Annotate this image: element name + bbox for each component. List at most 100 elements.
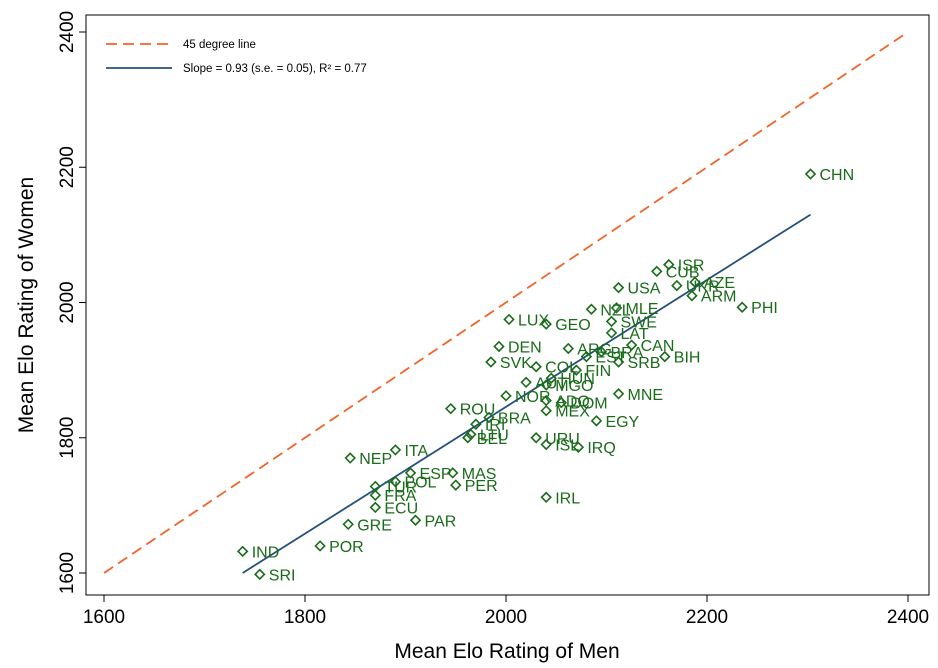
- data-point-label: ROU: [460, 402, 496, 419]
- data-point-label: DEN: [508, 339, 542, 356]
- data-point-lat: [605, 327, 618, 339]
- data-point-label: ISR: [678, 258, 705, 275]
- data-point-label: HUN: [560, 371, 595, 388]
- data-point-label: BRA: [610, 345, 643, 362]
- data-point-label: SWE: [621, 314, 657, 331]
- x-axis-ticks: 1600 1800 2000 2200 2400: [83, 595, 929, 628]
- data-point-label: TUR: [384, 479, 417, 496]
- data-point-rou: [444, 402, 457, 415]
- data-point-label: USA: [628, 281, 661, 298]
- data-point-ukr: [671, 279, 683, 292]
- data-point-chn: [804, 168, 817, 180]
- data-point-hun: [545, 372, 557, 384]
- data-point-label: ARM: [701, 289, 737, 306]
- data-point-usa: [612, 281, 625, 294]
- regression-fit-line: [242, 213, 811, 574]
- data-point-por: [314, 540, 326, 552]
- data-point-isr: [663, 258, 675, 271]
- data-point-label: FRA: [384, 488, 416, 505]
- data-point-est: [580, 350, 593, 363]
- data-point-label: BRA: [498, 410, 531, 427]
- data-point-label: POR: [329, 539, 364, 556]
- x-tick-label: 1800: [284, 607, 326, 628]
- data-point-isl: [540, 438, 552, 451]
- legend: 45 degree line Slope = 0.93 (s.e. = 0.05…: [106, 39, 367, 75]
- x-tick-label: 2200: [686, 607, 728, 628]
- data-point-label: ITA: [404, 443, 428, 460]
- data-point-label: ISL: [555, 438, 579, 455]
- data-point-label: MLE: [626, 301, 659, 318]
- data-point-label: GEO: [555, 317, 591, 334]
- data-point-label: PAR: [425, 513, 457, 530]
- data-point-label: AZE: [704, 275, 735, 292]
- data-point-label: MEX: [555, 404, 590, 421]
- data-point-mne: [612, 388, 625, 400]
- data-point-dom: [555, 396, 568, 409]
- data-point-per: [450, 479, 462, 491]
- data-point-nor: [500, 390, 512, 402]
- data-point-par: [409, 514, 422, 526]
- data-point-label: PHI: [751, 300, 778, 317]
- data-point-label: BEL: [477, 431, 507, 448]
- data-point-label: CHN: [820, 167, 855, 184]
- data-point-aut: [520, 376, 532, 389]
- data-point-cub: [651, 265, 663, 278]
- diagonal-45-degree-line: [103, 31, 909, 574]
- y-tick-label: 2000: [57, 281, 78, 323]
- data-point-pol: [389, 475, 402, 488]
- data-point-aze: [689, 276, 701, 288]
- data-point-mas: [447, 467, 459, 479]
- data-point-can: [625, 339, 638, 351]
- data-point-ind: [236, 545, 249, 558]
- y-tick-label: 2400: [57, 11, 78, 53]
- data-point-fra: [369, 489, 382, 501]
- data-point-label: NEP: [359, 451, 392, 468]
- y-axis-ticks: 1600 1800 2000 2200 2400: [57, 11, 86, 594]
- data-point-label: COL: [545, 360, 578, 377]
- data-point-svk: [485, 356, 497, 368]
- data-point-ecu: [369, 501, 382, 514]
- data-point-label: URU: [545, 431, 580, 448]
- plot-area-frame: [85, 14, 930, 596]
- legend-label-diagonal: 45 degree line: [183, 39, 256, 51]
- data-point-label: LUX: [518, 312, 549, 329]
- y-tick-label: 1600: [57, 552, 78, 594]
- data-point-nzl: [585, 303, 598, 315]
- data-point-label: DOM: [570, 396, 607, 413]
- data-point-col: [530, 361, 542, 373]
- data-point-gre: [342, 518, 354, 531]
- data-point-label: SVK: [500, 355, 532, 372]
- y-tick-label: 1800: [57, 417, 78, 459]
- data-point-uru: [530, 432, 542, 444]
- data-point-label: MAS: [462, 466, 497, 483]
- data-point-irl: [540, 491, 552, 503]
- data-point-bih: [659, 350, 671, 363]
- data-point-geo: [540, 318, 552, 330]
- data-point-mex: [540, 404, 552, 417]
- data-point-label: LAT: [621, 326, 649, 343]
- data-point-esp: [404, 467, 417, 479]
- x-tick-label: 2400: [887, 607, 929, 628]
- legend-label-fit: Slope = 0.93 (s.e. = 0.05), R² = 0.77: [183, 63, 367, 75]
- data-point-label: SRI: [269, 567, 296, 584]
- data-point-mgo: [540, 379, 552, 391]
- x-axis-title: Mean Elo Rating of Men: [394, 640, 619, 663]
- data-point-irq: [572, 441, 585, 453]
- y-tick-label: 2200: [57, 146, 78, 188]
- data-point-label: MNE: [628, 387, 664, 404]
- data-point-mle: [610, 302, 623, 314]
- data-point-label: GRE: [357, 517, 392, 534]
- y-axis-title: Mean Elo Rating of Women: [15, 177, 38, 433]
- data-point-label: BIH: [674, 350, 701, 367]
- data-point-label: FIN: [585, 363, 611, 380]
- data-point-label: ESP: [420, 466, 452, 483]
- data-point-label: IRI: [485, 417, 505, 434]
- data-point-bel: [462, 432, 474, 444]
- data-point-bra: [595, 346, 608, 358]
- data-point-label: UKR: [686, 279, 720, 296]
- data-point-egy: [590, 415, 603, 427]
- data-point-arm: [686, 290, 698, 302]
- data-point-label: IRL: [555, 490, 580, 507]
- data-point-den: [493, 340, 505, 353]
- data-point-ita: [389, 444, 402, 456]
